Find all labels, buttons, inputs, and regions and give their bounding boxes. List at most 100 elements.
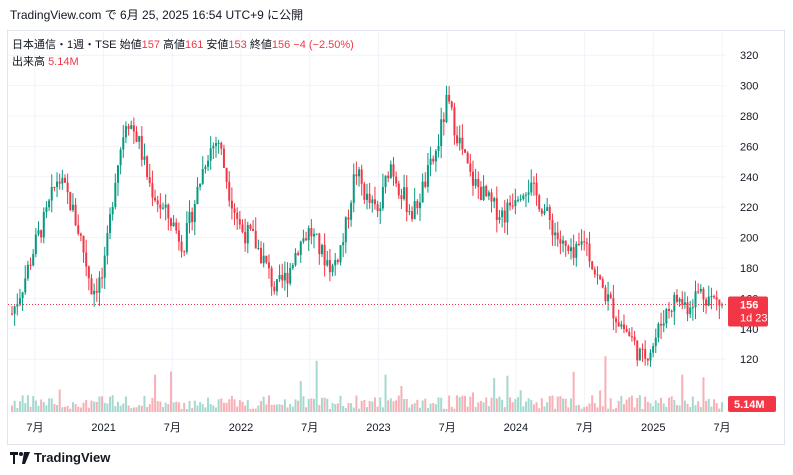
volume-bar — [498, 396, 501, 412]
volume-bar — [262, 396, 265, 412]
candle-body — [360, 169, 363, 184]
candle-body — [585, 242, 588, 244]
volume-bar — [628, 397, 631, 412]
volume-bar — [466, 406, 469, 412]
volume-bar — [551, 395, 554, 412]
candle-body — [527, 192, 530, 195]
volume-bar — [660, 397, 663, 412]
volume-bar — [601, 406, 604, 412]
candle-body — [61, 177, 64, 184]
volume-bar — [707, 398, 710, 412]
volume-bar — [689, 406, 692, 412]
volume-bar — [699, 406, 702, 412]
candle-body — [678, 298, 681, 302]
candle-body — [32, 254, 35, 266]
volume-bar — [612, 408, 615, 412]
candle-body — [350, 202, 353, 220]
candle-body — [376, 204, 379, 212]
candle-body — [554, 232, 557, 236]
volume-bar — [238, 400, 241, 412]
volume-bar — [350, 403, 353, 412]
candle-body — [228, 181, 231, 201]
y-tick-label: 280 — [740, 111, 758, 123]
volume-bar — [546, 402, 549, 412]
candle-body — [21, 292, 24, 299]
candle-body — [199, 183, 202, 187]
volume-bar — [400, 386, 403, 412]
volume-bar — [389, 398, 392, 412]
candle-body — [575, 243, 578, 258]
volume-bar — [514, 399, 517, 412]
candle-body — [524, 194, 527, 196]
volume-bar — [649, 403, 652, 412]
volume-bar — [588, 403, 591, 412]
volume-bar — [352, 407, 355, 412]
volume-bar — [413, 403, 416, 412]
candle-body — [366, 193, 368, 200]
candle-body — [630, 336, 633, 338]
volume-bar — [556, 396, 559, 412]
candle-body — [495, 198, 498, 220]
chart-frame[interactable] — [7, 30, 785, 445]
candle-body — [556, 232, 559, 240]
candle-body — [620, 324, 623, 327]
x-tick-label: 2024 — [504, 422, 528, 434]
candle-body — [543, 211, 546, 214]
volume-bar — [625, 399, 628, 412]
volume-bar — [90, 400, 93, 412]
volume-bar — [665, 406, 668, 412]
candle-body — [254, 230, 257, 249]
candle-body — [405, 187, 408, 213]
low-value: 153 — [228, 39, 247, 51]
candle-body — [209, 148, 212, 161]
candle-body — [514, 200, 517, 207]
candle-body — [93, 290, 96, 295]
volume-bar — [583, 407, 586, 412]
candle-body — [681, 298, 684, 305]
volume-bar — [93, 401, 96, 412]
candle-body — [249, 224, 252, 229]
volume-bar — [278, 404, 281, 412]
candle-body — [532, 182, 535, 184]
volume-bar — [132, 407, 135, 412]
candle-body — [429, 158, 432, 165]
volume-bar — [654, 400, 657, 412]
y-tick-label: 220 — [740, 202, 758, 214]
volume-bar — [355, 395, 358, 412]
volume-bar — [342, 405, 345, 412]
volume-bar — [434, 404, 437, 412]
candle-body — [45, 207, 48, 212]
volume-bar — [63, 406, 66, 412]
y-tick-label: 300 — [740, 81, 758, 93]
volume-bar — [159, 401, 162, 412]
countdown-label: 1d 23h — [740, 312, 774, 324]
volume-bar — [554, 408, 557, 412]
candle-body — [471, 171, 474, 186]
price-chart[interactable]: 1201401601802002202402602803003207月20217… — [0, 0, 793, 450]
candle-body — [74, 204, 77, 226]
high-label: 高値 — [163, 39, 185, 51]
open-label: 始値 — [119, 39, 142, 51]
candle-body — [522, 195, 525, 200]
symbol-label[interactable]: 日本通信・1週・TSE — [12, 39, 117, 51]
volume-bar — [109, 396, 112, 412]
candle-body — [487, 192, 490, 197]
volume-bar — [82, 402, 85, 412]
volume-bar — [204, 407, 207, 412]
x-tick-label: 7月 — [439, 422, 456, 434]
candle-body — [175, 222, 178, 231]
candle-body — [185, 223, 188, 253]
volume-bar — [24, 403, 27, 412]
candle-body — [517, 199, 520, 201]
candle-body — [103, 255, 106, 278]
volume-bar — [615, 408, 618, 412]
volume-bar — [71, 402, 74, 412]
volume-bar — [220, 398, 223, 412]
volume-bar — [509, 397, 512, 412]
candle-body — [633, 336, 636, 341]
volume-bar — [646, 401, 649, 412]
volume-bar — [670, 396, 673, 412]
candle-body — [286, 272, 289, 284]
volume-bar — [705, 400, 708, 412]
brand-footer[interactable]: TradingView — [10, 450, 110, 465]
